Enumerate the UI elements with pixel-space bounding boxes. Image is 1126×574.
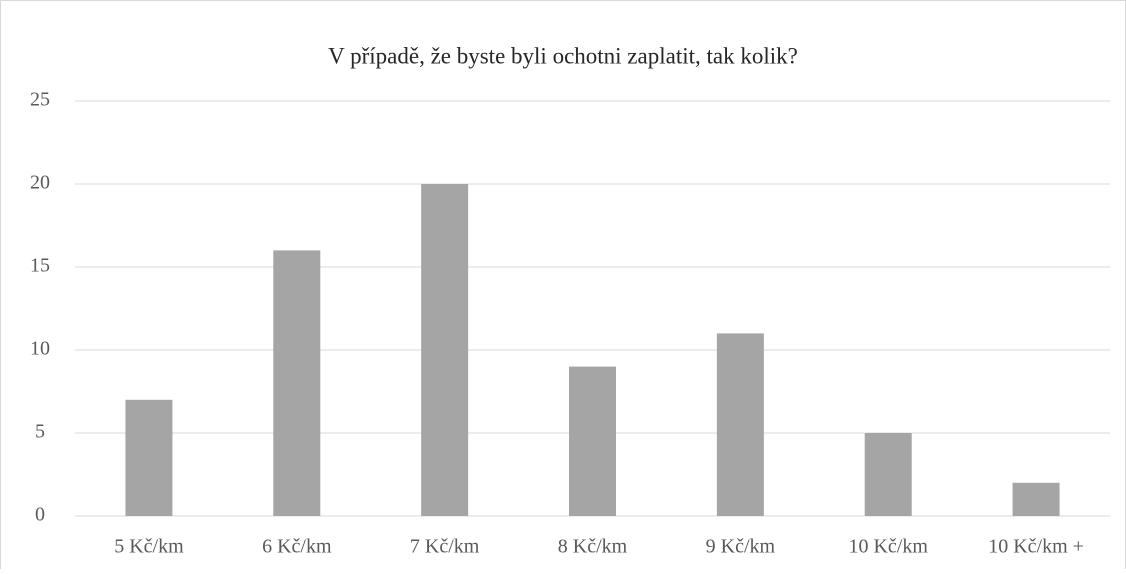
y-tick-label: 15: [30, 255, 50, 277]
bar: [273, 250, 321, 516]
x-tick-label: 7 Kč/km: [410, 536, 480, 558]
bar: [125, 399, 173, 516]
bar: [716, 333, 764, 516]
x-tick-label: 6 Kč/km: [262, 536, 332, 558]
y-tick-label: 25: [30, 89, 50, 111]
y-tick-label: 20: [30, 172, 50, 194]
bar: [421, 184, 469, 516]
bar: [864, 433, 912, 516]
bar: [569, 366, 616, 516]
x-tick-label: 10 Kč/km: [848, 536, 928, 558]
y-tick-label: 10: [30, 338, 50, 360]
bar: [1012, 482, 1060, 516]
x-tick-label: 5 Kč/km: [114, 536, 184, 558]
x-tick-label: 9 Kč/km: [706, 536, 776, 558]
x-tick-label: 8 Kč/km: [558, 536, 628, 558]
x-tick-label: 10 Kč/km +: [988, 536, 1084, 558]
y-tick-label: 0: [35, 504, 45, 526]
y-tick-label: 5: [35, 421, 45, 443]
chart-title: V případě, že byste byli ochotni zaplati…: [328, 43, 798, 68]
